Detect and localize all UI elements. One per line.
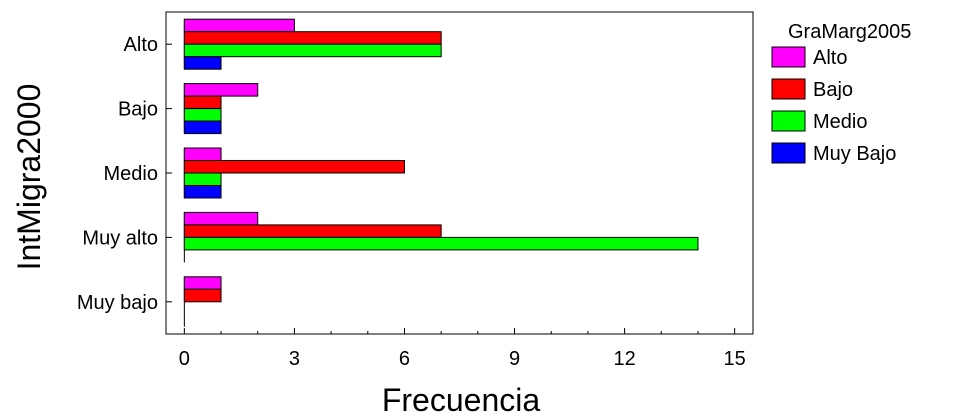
legend-swatch xyxy=(771,78,806,100)
bar-medio-medio xyxy=(183,172,222,186)
bar-medio-bajo xyxy=(183,108,222,122)
y-tick-label: Bajo xyxy=(118,99,158,121)
bar-alto-alto xyxy=(183,18,295,33)
x-axis-title: Frecuencia xyxy=(382,382,541,417)
y-tick-label: Muy bajo xyxy=(77,292,158,314)
y-tick-label: Alto xyxy=(124,34,158,56)
legend-title: GraMarg2005 xyxy=(788,21,911,43)
legend: GraMarg2005 Alto Bajo Medio Muy Bajo xyxy=(771,21,911,165)
y-tick-label: Medio xyxy=(104,163,158,185)
bar-alto-muy-alto xyxy=(183,211,259,226)
y-axis: Alto Bajo Medio Muy alto Muy bajo xyxy=(77,34,172,314)
x-tick-label: 3 xyxy=(289,348,300,370)
x-tick-label: 6 xyxy=(399,348,410,370)
bars-group xyxy=(183,18,699,327)
x-tick-label: 15 xyxy=(724,348,746,370)
bar-bajo-alto xyxy=(183,31,442,45)
bar-muy-bajo-alto xyxy=(183,56,222,70)
bar-bajo-bajo xyxy=(183,95,222,110)
bar-muy-bajo-medio xyxy=(183,185,222,199)
bar-alto-muy-bajo xyxy=(183,276,222,290)
bar-muy-bajo-bajo xyxy=(183,120,222,135)
x-tick-label: 0 xyxy=(179,348,190,370)
x-tick-label: 12 xyxy=(613,348,635,370)
bar-bajo-muy-bajo xyxy=(183,288,222,303)
legend-swatch xyxy=(771,142,806,164)
bar-bajo-medio xyxy=(183,160,405,174)
bar-alto-medio xyxy=(183,147,222,161)
legend-swatch xyxy=(771,46,806,68)
bar-medio-muy-alto xyxy=(183,236,699,251)
legend-swatch xyxy=(771,110,806,132)
legend-label: Bajo xyxy=(813,79,853,101)
x-axis: 0 3 6 9 12 15 xyxy=(179,328,746,370)
legend-label: Medio xyxy=(813,111,867,133)
y-axis-title: IntMigra2000 xyxy=(11,84,47,271)
bar-bajo-muy-alto xyxy=(183,224,442,238)
y-tick-label: Muy alto xyxy=(82,227,158,249)
x-tick-label: 9 xyxy=(509,348,520,370)
legend-label: Alto xyxy=(813,47,847,69)
legend-label: Muy Bajo xyxy=(813,143,896,165)
bar-medio-alto xyxy=(183,43,442,58)
bar-alto-bajo xyxy=(183,83,259,97)
